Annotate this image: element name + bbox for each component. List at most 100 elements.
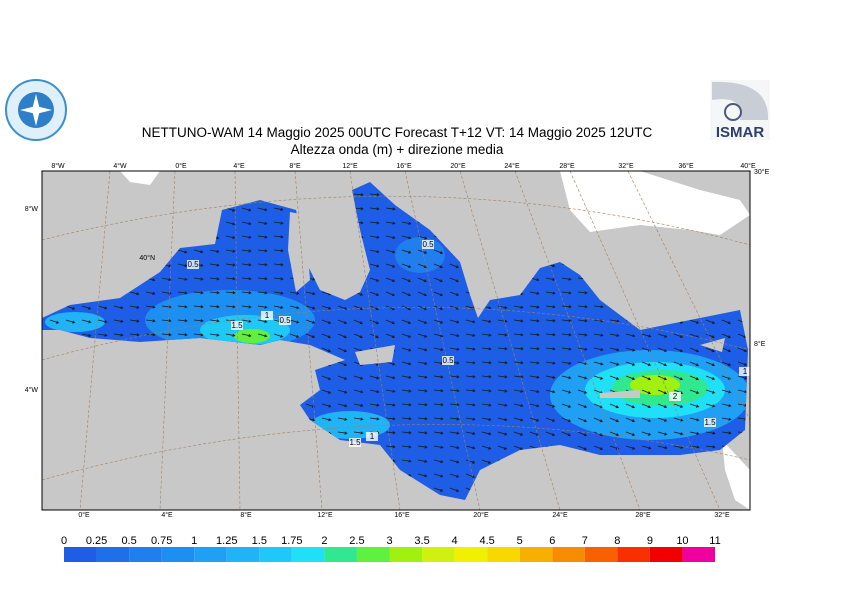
wave-arrow [593,417,604,423]
coord-label: 28°E [559,162,575,170]
wave-arrow [401,431,412,435]
wave-arrow [401,263,412,268]
wave-arrow [177,249,188,254]
legend-level: 3.5 [414,535,429,547]
legend-level: 2 [321,535,327,547]
contour-label: 1 [265,311,270,320]
wave-arrow [353,375,364,380]
wave-arrow [321,347,332,353]
contour-label: 2 [673,392,678,401]
wave-arrow [337,375,348,380]
wave-arrow [497,305,508,309]
legend-swatch [64,547,97,562]
wave-arrow [241,221,252,226]
legend-level: 5 [517,535,523,547]
coord-label: 24°E [552,511,568,519]
wave-arrow [177,305,188,309]
wave-arrow [449,291,460,296]
wave-arrow [369,235,380,239]
wave-arrow [449,319,460,324]
wave-arrow [193,305,204,309]
contour-label-bg [187,260,199,269]
wave-arrow [497,361,508,365]
wave-arrow [417,249,428,254]
wave-arrow [385,445,396,449]
wave-arrow [625,375,636,380]
wave-arrow [513,319,524,323]
wave-arrow [273,333,284,338]
wave-arrow [465,333,476,337]
wave-arrow [705,375,716,380]
contour-label: 0.5 [422,240,434,249]
wave-arrow [481,445,492,450]
wave-arrow [305,291,316,296]
wave-arrow [369,221,380,225]
wave-arrow [705,445,716,449]
wave-arrow [465,403,476,407]
wave-arrow [641,445,652,450]
wave-arrow [481,459,492,464]
wave-arrow [337,333,348,339]
wave-arrow [417,361,428,365]
wave-arrow [593,361,604,366]
wave-arrow [625,431,636,436]
wave-arrow [385,235,396,239]
wave-arrow [545,305,556,309]
wave-arrow [337,417,348,421]
wave-arrow [161,305,172,309]
wave-arrow [689,347,700,353]
wave-arrow [369,417,380,421]
wave-arrow [81,333,92,337]
wave-arrow [369,375,380,380]
legend-swatch [389,547,423,562]
wave-arrow [641,403,652,409]
wave-arrow [241,305,252,309]
wave-arrow [481,375,492,379]
wave-arrow [561,319,572,323]
wave-arrow [321,375,332,380]
wave-arrow [113,333,124,337]
wave-arrow [385,417,396,421]
wave-arrow [705,403,716,408]
wave-arrow [433,347,444,351]
wave-arrow [433,473,444,478]
wave-arrow [689,389,700,394]
wave-arrow [609,375,620,380]
wave-arrow [305,305,316,310]
wave-arrow [657,361,668,367]
legend-level: 10 [676,535,688,547]
wave-arrow [369,403,380,407]
legend-level: 0.25 [86,535,107,547]
wave-arrow [129,291,140,296]
wave-arrow [737,361,748,366]
legend-level: 1 [191,535,197,547]
wave-arrow [705,389,716,394]
wave-arrow [401,291,412,297]
contour-label-bg [261,311,273,320]
wave-arrow [273,277,284,281]
wave-arrow [497,375,508,379]
wave-arrow [529,389,540,393]
wave-arrow [401,277,412,283]
wave-arrow [641,431,652,436]
legend-swatch [356,547,390,562]
wave-arrow [673,445,684,449]
wave-arrow [385,263,396,268]
wave-arrow [225,277,236,281]
legend-swatch [584,547,618,562]
wave-arrow [145,305,156,309]
wave-arrow [465,361,476,365]
legend-swatch [324,547,357,562]
wave-arrow [609,319,620,323]
contour-label: 0.5 [279,316,291,325]
wave-arrow [257,305,268,309]
wave-arrow [417,459,428,463]
wave-arrow [417,473,428,478]
contour-label-bg [366,432,378,441]
legend-swatch [682,547,715,562]
wave-arrow [641,333,652,338]
wave-arrow [273,263,284,267]
wave-arrow [305,403,316,408]
wave-arrow [129,305,140,309]
wave-arrow [497,333,508,337]
